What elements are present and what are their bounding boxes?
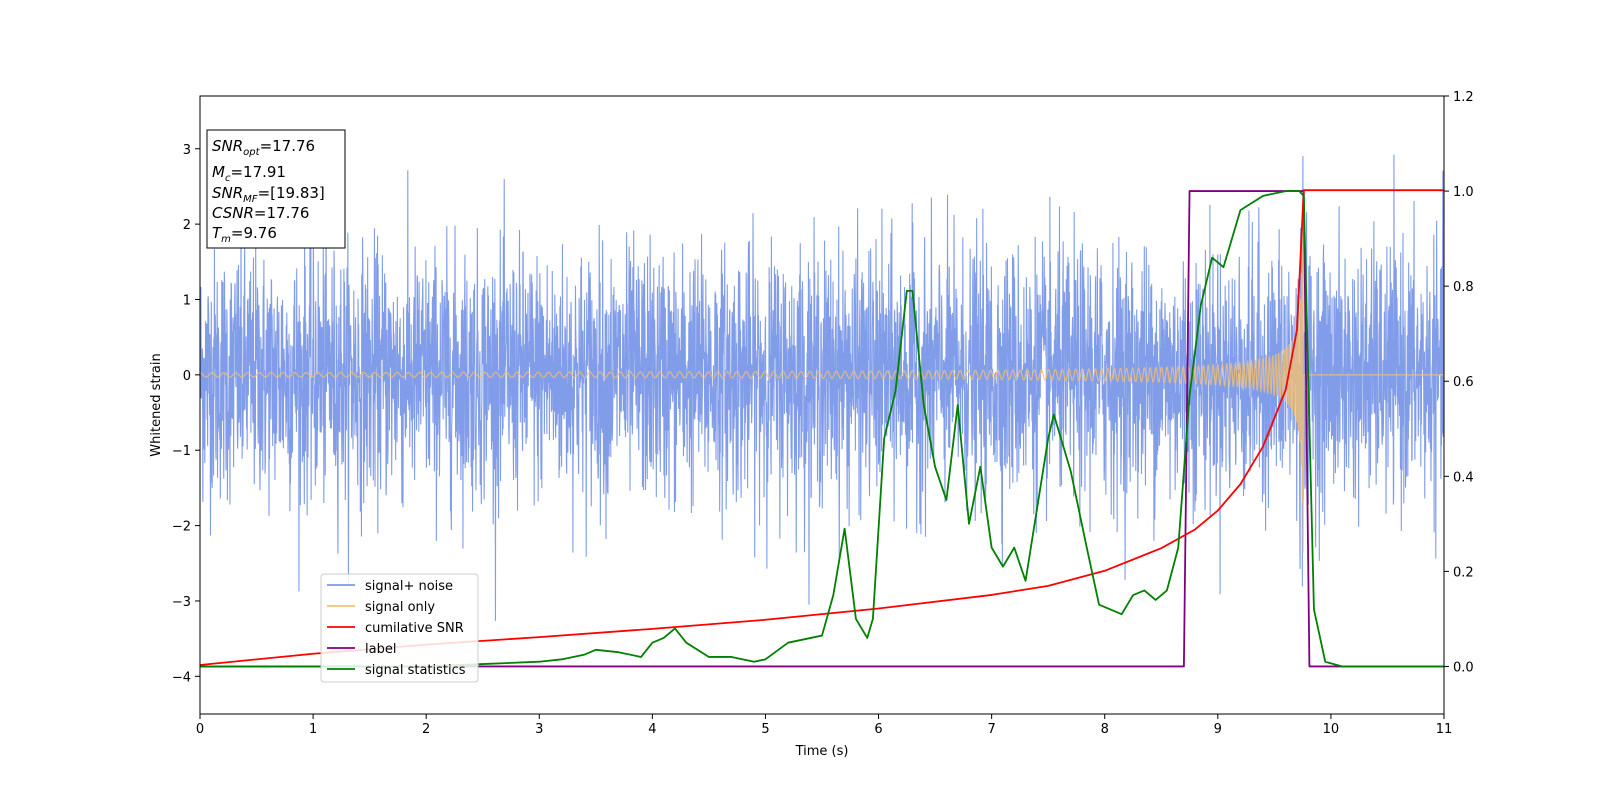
info-box-frame	[206, 129, 346, 249]
x-tick-label: 2	[422, 722, 430, 737]
legend-label: signal only	[365, 600, 435, 615]
x-tick-label: 7	[987, 722, 995, 737]
x-tick-label: 8	[1101, 722, 1109, 737]
x-tick-label: 11	[1436, 722, 1453, 737]
legend-label: signal+ noise	[365, 579, 453, 594]
y-left-tick-label: 0	[183, 369, 191, 384]
x-tick-label: 9	[1214, 722, 1222, 737]
y-right-tick-label: 0.4	[1453, 470, 1474, 485]
series-cumulative-snr	[200, 189, 1444, 666]
y-left-tick-label: −1	[172, 444, 191, 459]
x-tick-label: 0	[196, 722, 204, 737]
y-right-tick-label: 1.2	[1453, 90, 1474, 105]
info-tm: Tm=9.76	[212, 224, 277, 245]
y-axis-right: 0.0 0.2 0.4 0.6 0.8 1.0 1.2	[1444, 90, 1474, 675]
x-tick-label: 5	[761, 722, 769, 737]
y-left-tick-label: 2	[183, 218, 191, 233]
plot-area	[200, 154, 1444, 668]
y-right-tick-label: 0.0	[1453, 660, 1474, 675]
y-left-tick-label: 3	[183, 143, 191, 158]
axes-frame	[199, 95, 1445, 715]
series-signal-only	[200, 220, 1444, 553]
x-axis: 0 1 2 3 4 5 6 7 8 9 10 11	[196, 714, 1452, 737]
series-signal-statistics	[200, 190, 1444, 668]
y-left-tick-label: 1	[183, 293, 191, 308]
y-left-tick-label: −3	[172, 595, 191, 610]
info-mc: Mc=17.91	[212, 163, 286, 184]
legend-label: cumilative SNR	[365, 621, 464, 636]
info-csnr: CSNR=17.76	[212, 204, 309, 222]
y-right-tick-label: 0.8	[1453, 280, 1474, 295]
y-axis-label: Whitened strain	[149, 353, 164, 456]
x-tick-label: 1	[309, 722, 317, 737]
y-left-tick-label: −4	[172, 670, 191, 685]
legend: signal+ noise signal only cumilative SNR la…	[320, 573, 479, 683]
x-tick-label: 6	[874, 722, 882, 737]
x-axis-label: Time (s)	[795, 744, 849, 759]
info-box: SNRopt=17.76 Mc=17.91 SNRMF=[19.83] CSNR…	[206, 129, 346, 249]
y-right-tick-label: 0.2	[1453, 565, 1474, 580]
x-tick-label: 10	[1323, 722, 1340, 737]
legend-label: label	[365, 642, 396, 657]
x-tick-label: 4	[648, 722, 656, 737]
y-right-tick-label: 1.0	[1453, 185, 1474, 200]
series-label	[200, 190, 1444, 668]
y-right-tick-label: 0.6	[1453, 375, 1474, 390]
legend-label: signal statistics	[365, 663, 466, 678]
info-snr-mf: SNRMF=[19.83]	[212, 184, 325, 205]
y-axis-left: −4 −3 −2 −1 0 1 2 3	[172, 143, 200, 685]
series-signal-plus-noise	[200, 154, 1444, 621]
x-tick-label: 3	[535, 722, 543, 737]
info-snr-opt: SNRopt=17.76	[212, 137, 315, 158]
legend-frame	[320, 573, 479, 683]
y-left-tick-label: −2	[172, 520, 191, 535]
